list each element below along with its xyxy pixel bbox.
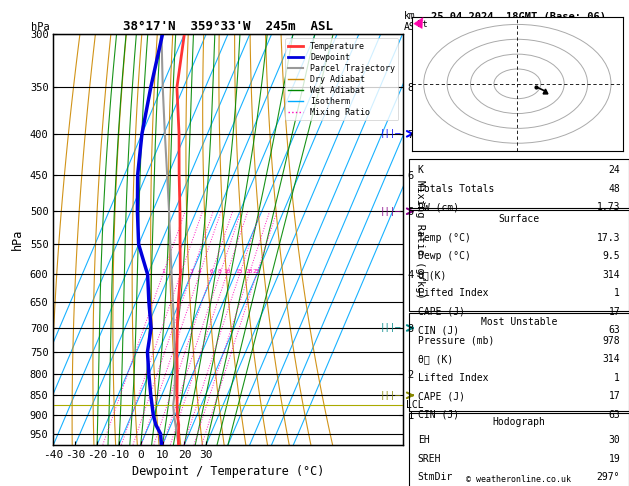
X-axis label: Dewpoint / Temperature (°C): Dewpoint / Temperature (°C) — [132, 465, 324, 478]
Text: 1.73: 1.73 — [597, 202, 620, 212]
Text: Hodograph: Hodograph — [493, 417, 545, 427]
Text: EH: EH — [418, 435, 430, 446]
Text: CAPE (J): CAPE (J) — [418, 391, 465, 401]
Text: |||—: |||— — [380, 324, 401, 332]
Text: km
ASL: km ASL — [404, 11, 422, 32]
Text: K: K — [418, 165, 423, 175]
Text: 314: 314 — [603, 270, 620, 280]
Y-axis label: hPa: hPa — [11, 229, 25, 250]
Text: Most Unstable: Most Unstable — [481, 317, 557, 328]
Text: 17: 17 — [608, 307, 620, 317]
Text: CIN (J): CIN (J) — [418, 410, 459, 420]
Text: hPa: hPa — [31, 22, 50, 32]
Text: 63: 63 — [608, 410, 620, 420]
Text: Surface: Surface — [498, 214, 540, 225]
Text: 63: 63 — [608, 325, 620, 335]
Text: Dewp (°C): Dewp (°C) — [418, 251, 470, 261]
Text: Pressure (mb): Pressure (mb) — [418, 336, 494, 346]
Text: 314: 314 — [603, 354, 620, 364]
Text: 3: 3 — [189, 269, 193, 275]
Text: 9.5: 9.5 — [603, 251, 620, 261]
Text: 297°: 297° — [597, 472, 620, 483]
Text: 8: 8 — [218, 269, 221, 275]
Bar — [409, 313, 629, 411]
Text: 1: 1 — [615, 373, 620, 383]
Text: 25.04.2024  18GMT (Base: 06): 25.04.2024 18GMT (Base: 06) — [431, 12, 606, 22]
Bar — [409, 210, 629, 311]
Text: kt: kt — [416, 20, 428, 30]
Text: Lifted Index: Lifted Index — [418, 288, 488, 298]
Text: 24: 24 — [608, 165, 620, 175]
Text: 1: 1 — [615, 288, 620, 298]
Text: |||—: |||— — [380, 129, 401, 139]
Text: 6: 6 — [209, 269, 213, 275]
Bar — [409, 413, 629, 486]
Text: © weatheronline.co.uk: © weatheronline.co.uk — [467, 474, 571, 484]
Text: 25: 25 — [253, 269, 260, 275]
Text: Lifted Index: Lifted Index — [418, 373, 488, 383]
Text: ▲: ▲ — [412, 12, 428, 30]
Text: CAPE (J): CAPE (J) — [418, 307, 465, 317]
Text: 1: 1 — [161, 269, 165, 275]
Text: 48: 48 — [608, 184, 620, 194]
Text: 15: 15 — [236, 269, 243, 275]
Text: 30: 30 — [608, 435, 620, 446]
Text: |||—: |||— — [380, 207, 401, 216]
Text: 978: 978 — [603, 336, 620, 346]
Text: θᴄ (K): θᴄ (K) — [418, 354, 453, 364]
Text: 17: 17 — [608, 391, 620, 401]
Text: θᴄ(K): θᴄ(K) — [418, 270, 447, 280]
Text: 10: 10 — [223, 269, 230, 275]
Title: 38°17'N  359°33'W  245m  ASL: 38°17'N 359°33'W 245m ASL — [123, 20, 333, 33]
Text: Totals Totals: Totals Totals — [418, 184, 494, 194]
Text: SREH: SREH — [418, 454, 441, 464]
Text: Temp (°C): Temp (°C) — [418, 233, 470, 243]
Text: 4: 4 — [198, 269, 201, 275]
Legend: Temperature, Dewpoint, Parcel Trajectory, Dry Adiabat, Wet Adiabat, Isotherm, Mi: Temperature, Dewpoint, Parcel Trajectory… — [285, 38, 398, 121]
Text: StmDir: StmDir — [418, 472, 453, 483]
Text: PW (cm): PW (cm) — [418, 202, 459, 212]
Text: CIN (J): CIN (J) — [418, 325, 459, 335]
Text: LCL: LCL — [406, 400, 424, 410]
Text: 17.3: 17.3 — [597, 233, 620, 243]
Y-axis label: Mixing Ratio (g/kg): Mixing Ratio (g/kg) — [415, 180, 425, 299]
Text: 19: 19 — [608, 454, 620, 464]
Text: |||—: |||— — [380, 391, 401, 400]
Text: 2: 2 — [179, 269, 182, 275]
Text: 20: 20 — [245, 269, 253, 275]
Bar — [409, 159, 629, 208]
